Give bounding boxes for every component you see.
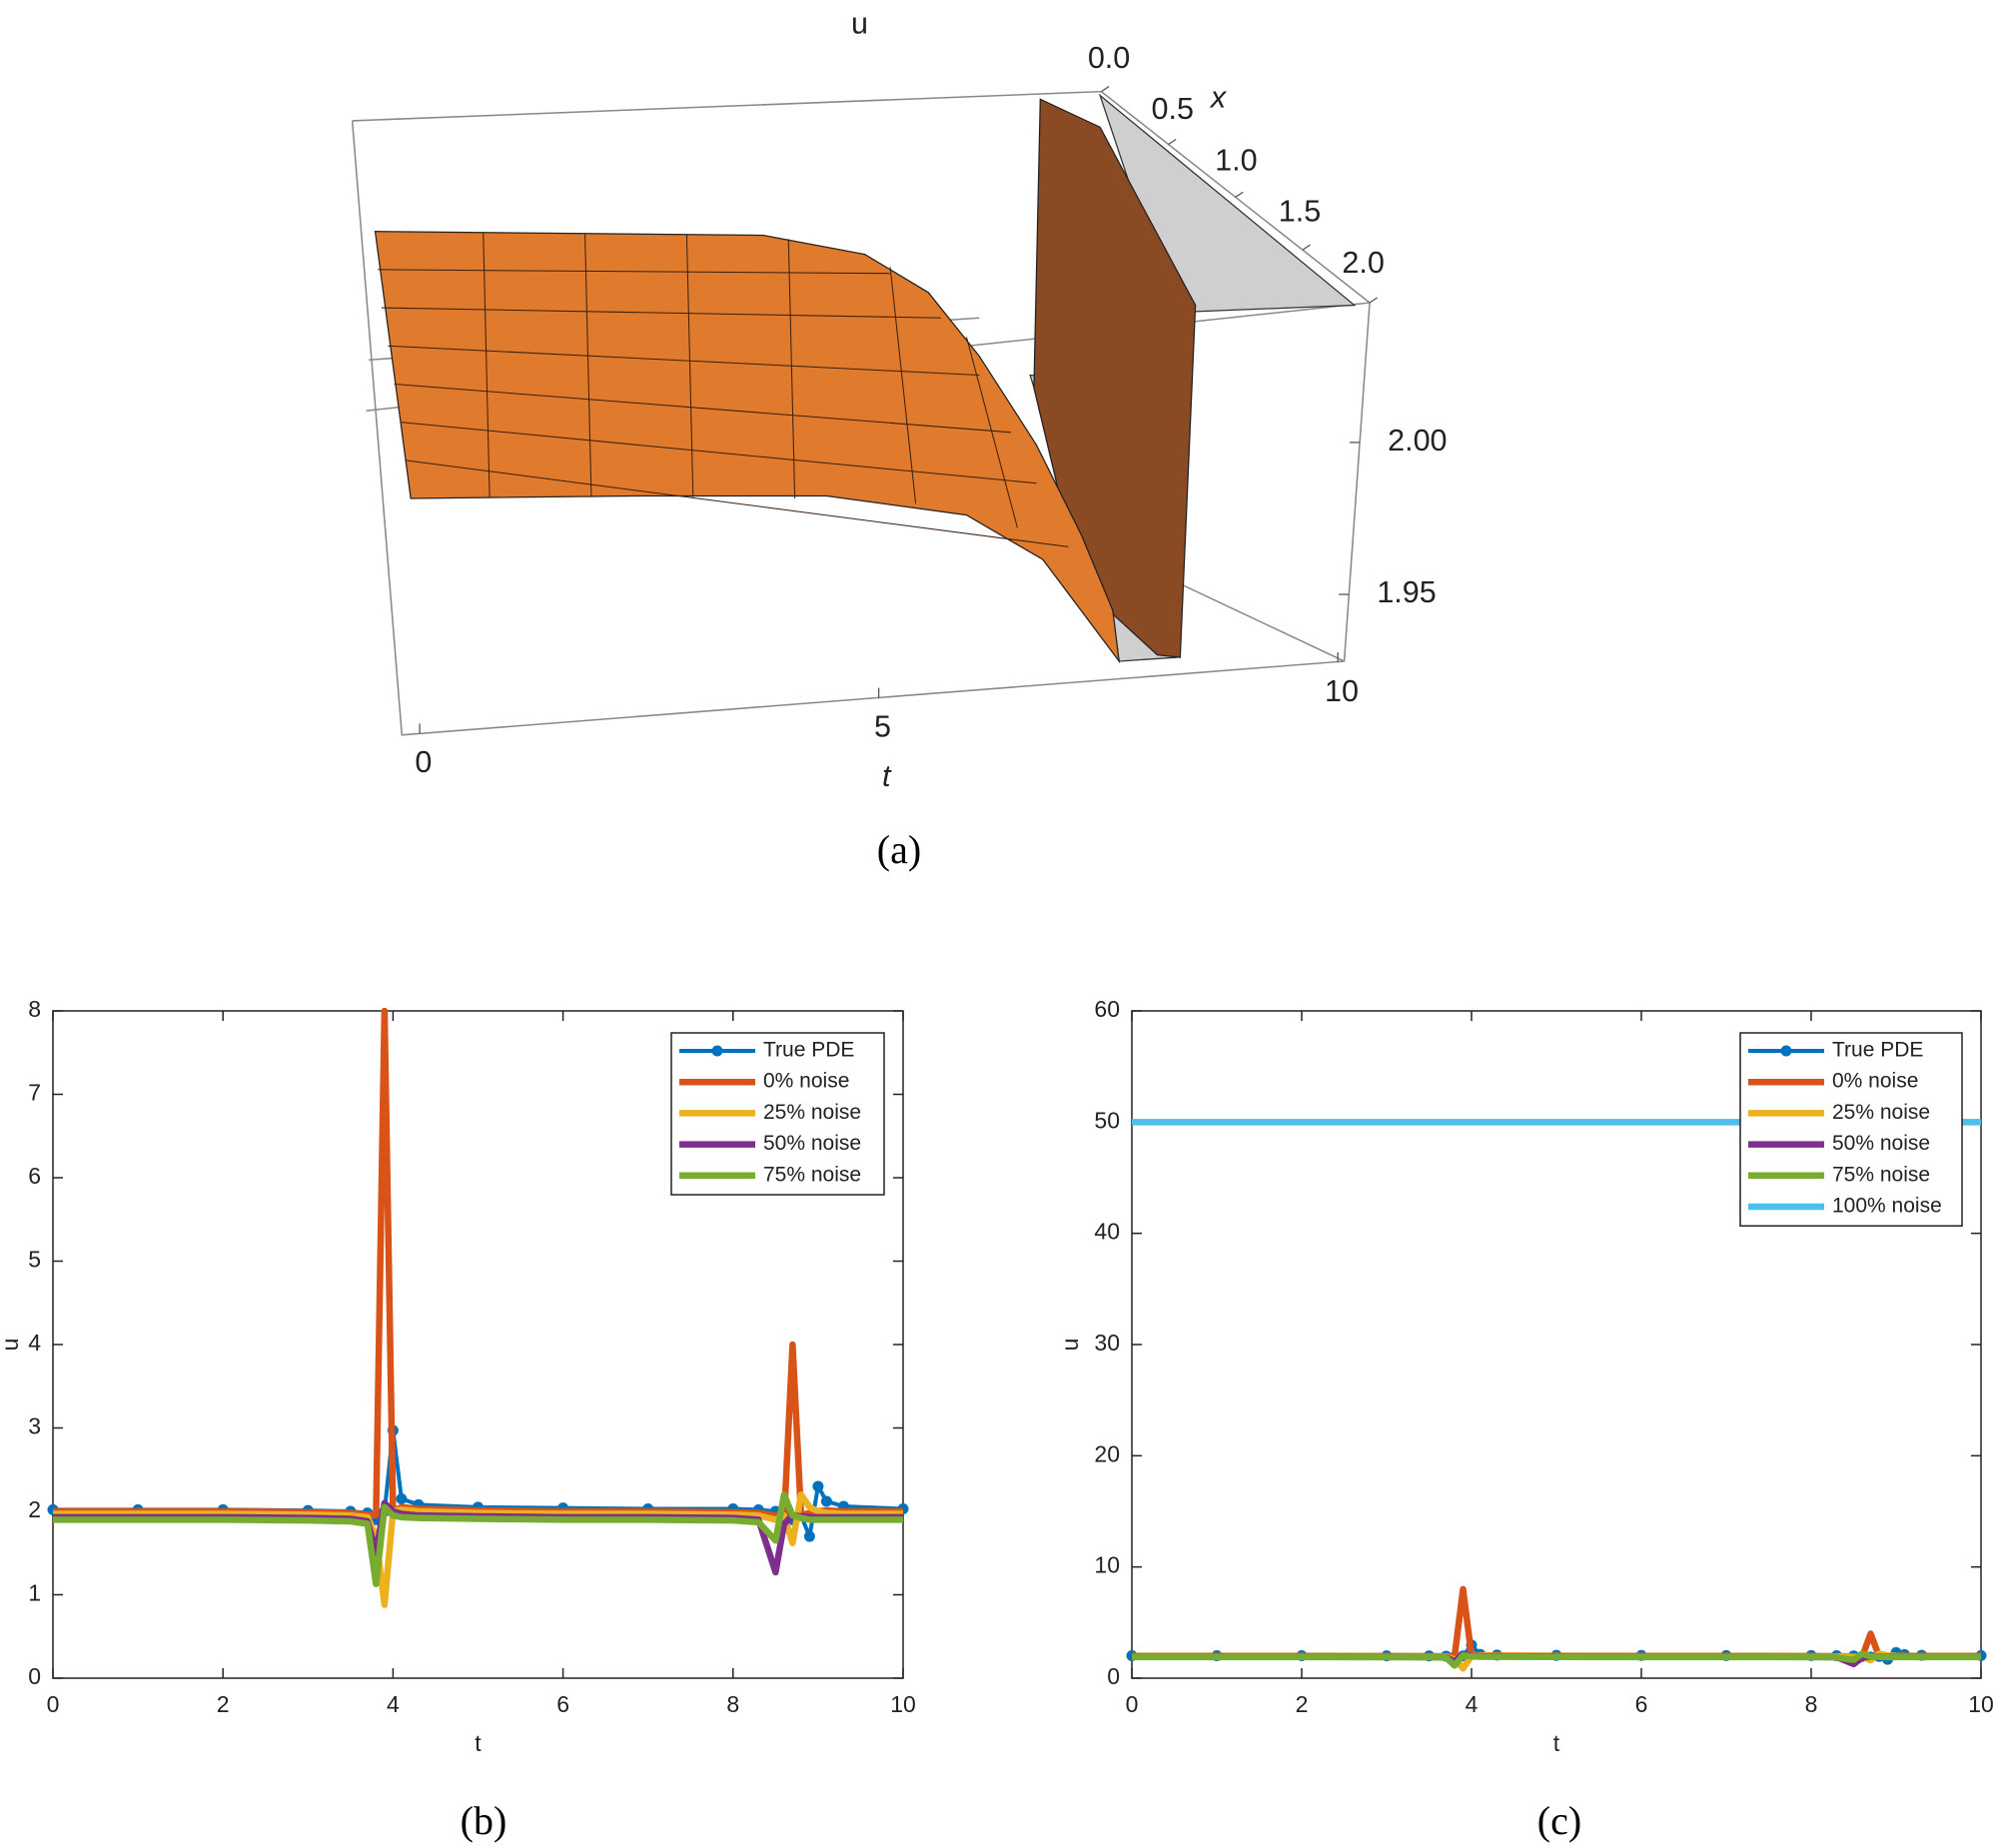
mesh-line — [965, 337, 1018, 528]
x-tick-label: 4 — [387, 1691, 400, 1717]
y-tick-label: 1.5 — [1279, 195, 1321, 229]
marker — [820, 1495, 832, 1507]
marker — [396, 1492, 408, 1504]
y-tick-label: 2 — [28, 1496, 41, 1522]
y-tick-label: 7 — [28, 1080, 41, 1106]
y-tick-label: 0 — [1107, 1663, 1120, 1689]
legend-label: 0% noise — [763, 1070, 849, 1093]
y-tick-label: 6 — [28, 1163, 41, 1189]
x-tick-label: 8 — [726, 1691, 739, 1717]
x-axis-label: t — [882, 759, 892, 793]
y-axis-label: u — [1057, 1339, 1083, 1352]
mesh-line — [584, 234, 592, 497]
y-tick-label: 30 — [1094, 1330, 1120, 1356]
x-tick-label: 10 — [890, 1691, 916, 1717]
x-axis-label: t — [1553, 1730, 1560, 1756]
legend-label: 75% noise — [1832, 1163, 1930, 1186]
x-tick-label: 2 — [1296, 1691, 1309, 1717]
surface-panel: u t x 0 5 10 0.0 0.5 1.0 1.5 2.0 1.95 2.00 — [351, 7, 1448, 793]
x-tick-label: 8 — [1805, 1691, 1818, 1717]
y-tick-label: 40 — [1094, 1219, 1120, 1245]
box-edge — [351, 90, 1371, 736]
x-tick-label: 0 — [415, 745, 432, 779]
y-tick-label: 3 — [28, 1413, 41, 1439]
mesh-line — [889, 267, 917, 504]
marker — [803, 1530, 815, 1542]
y-tick-label: 8 — [28, 996, 41, 1022]
x-tick-label: 6 — [556, 1691, 569, 1717]
mesh-line — [378, 269, 891, 275]
legend-label: 50% noise — [763, 1132, 861, 1155]
legend-label: 25% noise — [763, 1101, 861, 1124]
legend-label: 25% noise — [1832, 1101, 1930, 1124]
surface — [374, 231, 1121, 664]
y-tick-label: 0.0 — [1088, 41, 1130, 75]
y-tick-label: 0.5 — [1151, 92, 1193, 126]
legend-label: 0% noise — [1832, 1070, 1918, 1093]
legend-marker — [711, 1045, 723, 1057]
legend-box — [1739, 1032, 1963, 1227]
y-axis-label: x — [1209, 80, 1228, 114]
x-tick-label: 2 — [217, 1691, 230, 1717]
mesh-line — [381, 307, 942, 319]
legend-label: 100% noise — [1832, 1195, 1942, 1218]
series-line — [53, 1491, 903, 1608]
legend-label: True PDE — [763, 1039, 854, 1062]
y-tick-label: 2.0 — [1342, 246, 1384, 280]
mesh-line — [394, 383, 1012, 434]
surface-wall — [1033, 98, 1197, 658]
caption: (b) — [461, 1798, 507, 1843]
y-tick — [1302, 244, 1311, 251]
x-tick-label: 5 — [874, 709, 891, 743]
legend-label: 50% noise — [1832, 1132, 1930, 1155]
x-tick-label: 4 — [1466, 1691, 1479, 1717]
mesh-line — [483, 232, 491, 497]
y-tick-label: 20 — [1094, 1440, 1120, 1466]
mesh-line — [787, 239, 796, 499]
surface-mesh — [378, 232, 1069, 547]
x-tick-label: 0 — [47, 1691, 60, 1717]
y-tick — [1101, 86, 1110, 93]
series-line — [1132, 1650, 1981, 1669]
x-tick-label: 10 — [1325, 674, 1359, 708]
y-tick — [1235, 191, 1244, 198]
legend-label: 75% noise — [763, 1163, 861, 1186]
chart-title: u — [851, 7, 868, 41]
caption: (c) — [1537, 1798, 1581, 1843]
legend-marker — [1780, 1045, 1792, 1057]
y-tick-label: 4 — [28, 1330, 41, 1356]
y-tick — [1168, 138, 1177, 146]
z-tick-label: 2.00 — [1388, 424, 1447, 458]
y-tick-label: 50 — [1094, 1107, 1120, 1133]
series-line — [53, 1491, 903, 1587]
x-tick-label: 10 — [1968, 1691, 1994, 1717]
z-tick-label: 1.95 — [1377, 575, 1436, 609]
mesh-line — [400, 422, 1037, 484]
mesh-line — [685, 234, 694, 497]
y-tick-label: 1 — [28, 1580, 41, 1606]
y-axis-label: u — [0, 1339, 23, 1352]
y-tick-label: 60 — [1094, 996, 1120, 1022]
y-tick — [1369, 297, 1379, 304]
x-tick-label: 6 — [1635, 1691, 1648, 1717]
y-tick-label: 10 — [1094, 1552, 1120, 1578]
x-tick-label: 0 — [1126, 1691, 1139, 1717]
legend-label: True PDE — [1832, 1039, 1923, 1062]
y-tick-label: 1.0 — [1215, 143, 1257, 177]
marker — [812, 1480, 824, 1492]
y-tick-label: 0 — [28, 1663, 41, 1689]
caption: (a) — [877, 827, 921, 872]
mesh-line — [406, 460, 1069, 547]
y-tick-label: 5 — [28, 1247, 41, 1273]
x-axis-label: t — [475, 1730, 482, 1756]
